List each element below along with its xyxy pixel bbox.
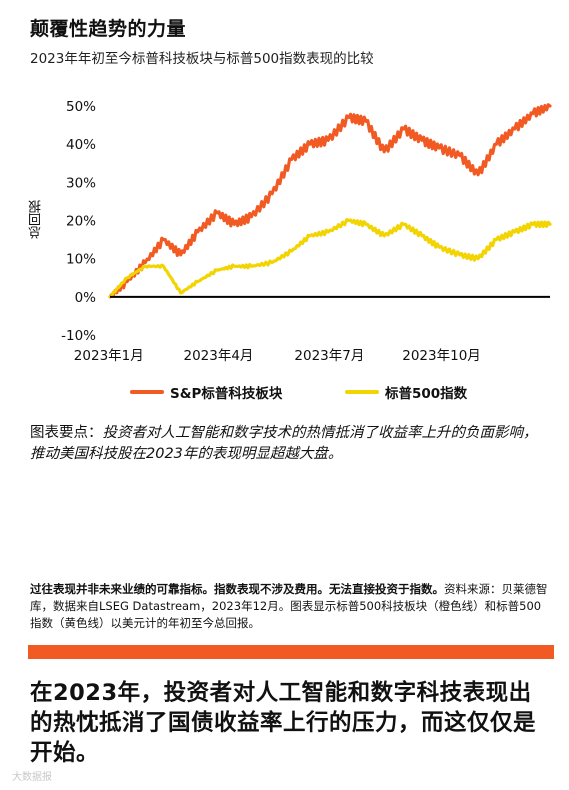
- watermark: 大数据报: [12, 772, 52, 783]
- series-line-sp500: [108, 218, 552, 299]
- y-tick-label: 40%: [66, 137, 96, 153]
- accent-divider: [28, 645, 554, 659]
- x-tick-label: 2023年10月: [402, 348, 481, 364]
- source-text: 资料来源：贝莱德智库，数据来自LSEG Datastream，2023年12月。…: [30, 582, 548, 630]
- series-line-tech: [108, 103, 552, 299]
- y-tick-label: 30%: [66, 175, 96, 191]
- chart-legend: S&P标普科技板块 标普500指数: [0, 382, 569, 402]
- legend-label-sp500: 标普500指数: [385, 386, 468, 402]
- legend-swatch-sp500: [345, 390, 379, 394]
- y-tick-label: 0%: [75, 290, 97, 306]
- x-tick-label: 2023年7月: [294, 348, 364, 364]
- y-tick-label: 50%: [66, 99, 96, 115]
- legend-item-sp500: 标普500指数: [345, 382, 467, 402]
- chart-takeaway: 图表要点：投资者对人工智能和数字技术的热情抵消了收益率上升的负面影响，推动美国科…: [30, 423, 550, 465]
- legend-item-tech: S&P标普科技板块: [130, 382, 282, 402]
- x-tick-label: 2023年1月: [74, 348, 144, 364]
- y-tick-label: -10%: [61, 328, 96, 344]
- line-chart: -10% 0% 10% 20% 30% 40% 50% 2023年1月 2023年4月 2023年…: [61, 99, 552, 364]
- takeaway-text: 投资者对人工智能和数字技术的热情抵消了收益率上升的负面影响，推动美国科技股在20…: [30, 425, 538, 462]
- x-tick-label: 2023年4月: [183, 348, 253, 364]
- y-tick-label: 10%: [66, 252, 96, 268]
- headline: 在2023年，投资者对人工智能和数字科技表现出的热忱抵消了国债收益率上行的压力，…: [30, 680, 537, 766]
- chart-subtitle: 2023年年初至今标普科技板块与标普500指数表现的比较: [30, 51, 374, 67]
- legend-label-tech: S&P标普科技板块: [170, 386, 283, 402]
- y-tick-label: 20%: [66, 214, 96, 230]
- disclaimer-text: 过往表现并非未来业绩的可靠指标。指数表现不涉及费用。无法直接投资于指数。: [30, 582, 444, 596]
- legend-swatch-tech: [130, 390, 164, 394]
- chart-title: 颠覆性趋势的力量: [30, 18, 187, 40]
- takeaway-label: 图表要点：: [30, 425, 103, 441]
- source-note: 过往表现并非未来业绩的可靠指标。指数表现不涉及费用。无法直接投资于指数。资料来源…: [30, 581, 550, 632]
